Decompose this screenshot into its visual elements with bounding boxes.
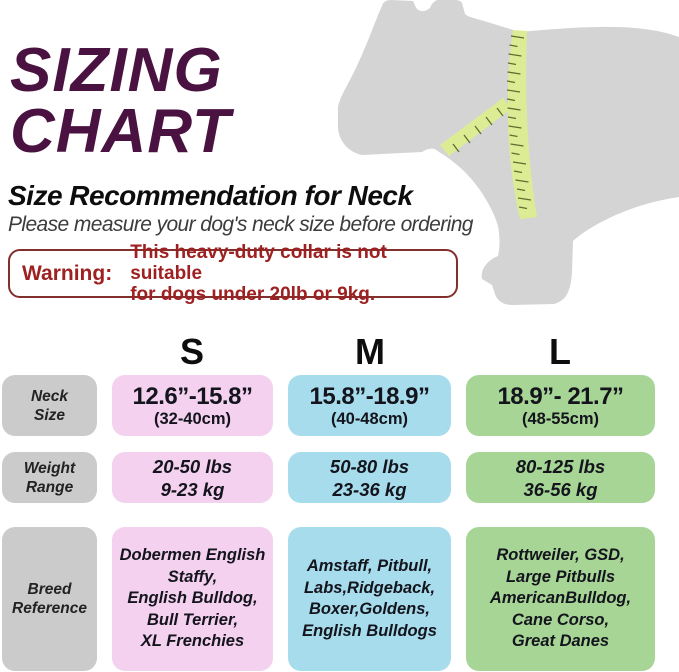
row-header-neck-size: Neck Size	[2, 375, 97, 436]
page-title: SIZING CHART	[10, 36, 231, 166]
warning-box: Warning: This heavy-duty collar is not s…	[8, 242, 458, 305]
neck-size-m-cm: (40-48cm)	[330, 410, 409, 428]
weight-s-kg: 9-23 kg	[160, 478, 225, 500]
weight-range-cell-m: 50-80 lbs 23-36 kg	[288, 452, 451, 503]
neck-size-cell-s: 12.6”-15.8” (32-40cm)	[112, 375, 273, 436]
measure-note: Please measure your dog's neck size befo…	[8, 213, 473, 236]
breed-reference-cell-m: Amstaff, Pitbull, Labs,Ridgeback, Boxer,…	[288, 527, 451, 671]
warning-message-line2: for dogs under 20lb or 9kg.	[130, 284, 376, 305]
column-header-m: M	[355, 331, 385, 372]
weight-l-lbs: 80-125 lbs	[515, 455, 606, 477]
page-title-line2: CHART	[10, 97, 231, 166]
row-header-weight-range: Weight Range	[2, 452, 97, 503]
weight-range-cell-s: 20-50 lbs 9-23 kg	[112, 452, 273, 503]
weight-m-lbs: 50-80 lbs	[329, 455, 410, 477]
breed-reference-cell-l: Rottweiler, GSD, Large Pitbulls American…	[466, 527, 655, 671]
weight-l-kg: 36-56 kg	[523, 478, 598, 500]
dog-measuring-tape-illustration	[338, 0, 679, 305]
subtitle: Size Recommendation for Neck	[8, 180, 413, 211]
neck-size-m-inches: 15.8”-18.9”	[309, 383, 430, 410]
weight-range-cell-l: 80-125 lbs 36-56 kg	[466, 452, 655, 503]
measuring-tape-ticks	[452, 35, 532, 210]
breed-reference-cell-s: Dobermen English Staffy, English Bulldog…	[112, 527, 273, 671]
neck-size-s-cm: (32-40cm)	[153, 410, 232, 428]
weight-m-kg: 23-36 kg	[332, 478, 407, 500]
neck-size-l-cm: (48-55cm)	[521, 410, 600, 428]
column-header-s: S	[179, 331, 204, 372]
warning-message-line1: This heavy-duty collar is not suitable	[130, 242, 387, 284]
page-title-line1: SIZING	[10, 36, 223, 105]
weight-s-lbs: 20-50 lbs	[152, 455, 233, 477]
neck-size-cell-m: 15.8”-18.9” (40-48cm)	[288, 375, 451, 436]
neck-size-cell-l: 18.9”- 21.7” (48-55cm)	[466, 375, 655, 436]
dog-silhouette	[338, 0, 679, 305]
column-header-l: L	[549, 331, 571, 372]
neck-size-l-inches: 18.9”- 21.7”	[497, 383, 624, 410]
warning-label: Warning:	[22, 261, 113, 285]
neck-size-s-inches: 12.6”-15.8”	[132, 383, 253, 410]
warning-message: This heavy-duty collar is not suitable f…	[112, 242, 456, 305]
row-header-breed-reference: Breed Reference	[2, 527, 97, 671]
